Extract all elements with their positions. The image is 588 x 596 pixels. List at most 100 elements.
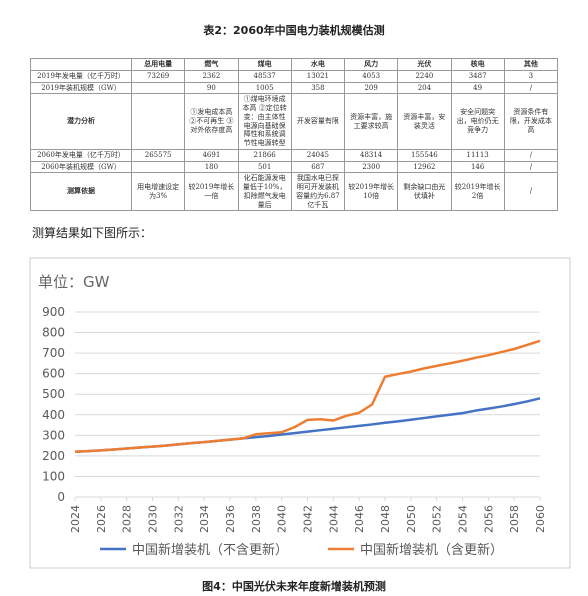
x-tick-label: 2026 xyxy=(95,505,108,533)
x-tick-label: 2054 xyxy=(457,505,470,533)
table-cell xyxy=(130,160,186,174)
table-cell: 开发容量有限 xyxy=(290,93,346,150)
x-tick-label: 2036 xyxy=(224,505,237,533)
x-tick-label: 2030 xyxy=(147,505,160,533)
table-cell: 化石能源发电量低于10%，扣除燃气发电量后 xyxy=(237,172,292,212)
table-row: 潜力分析 ①发电成本高 ②不可再生 ③对外依存度高 ①煤电环境成本高 ②定位转变：由… xyxy=(30,93,559,150)
x-tick-label: 2048 xyxy=(379,505,392,533)
row-header: 测算依据 xyxy=(30,172,132,212)
table-cell: 安全问题突出，电价仍无竞争力 xyxy=(450,93,505,150)
table-cell: 2362 xyxy=(184,69,239,83)
column-header: 其他 xyxy=(503,58,559,71)
y-tick-label: 700 xyxy=(42,346,65,360)
x-tick-label: 2034 xyxy=(198,505,211,533)
table-cell: ①发电成本高 ②不可再生 ③对外依存度高 xyxy=(184,93,239,150)
row-header: 2019年发电量（亿千万时） xyxy=(30,69,132,83)
table-cell: 4691 xyxy=(184,148,239,162)
table-cell: 73269 xyxy=(130,69,186,83)
y-tick-label: 900 xyxy=(42,305,65,319)
table-cell: 资源条件有限，开发成本高 xyxy=(503,93,559,150)
x-tick-label: 2032 xyxy=(172,505,185,533)
table-cell: 2240 xyxy=(397,69,452,83)
table-cell: 较2019年增长2倍 xyxy=(450,172,505,212)
table-cell: 24045 xyxy=(290,148,346,162)
table-cell: / xyxy=(503,172,559,212)
table-cell: 4053 xyxy=(343,69,399,83)
table-cell: 3 xyxy=(503,69,559,83)
figure-caption: 图4：中国光伏未来年度新增装机预测 xyxy=(202,580,386,593)
table-cell: 209 xyxy=(343,81,399,95)
table-cell: 21866 xyxy=(237,148,292,162)
x-tick-label: 2060 xyxy=(534,505,547,533)
table-cell: 358 xyxy=(290,81,346,95)
x-tick-label: 2058 xyxy=(508,505,521,533)
table-cell: 用电增速设定为3% xyxy=(130,172,186,212)
table-cell: 资源丰富，安装灵活 xyxy=(397,93,452,150)
legend-label: 中国新增装机（不含更新） xyxy=(132,542,288,558)
x-tick-label: 2046 xyxy=(353,505,366,533)
table-caption: 表2：2060年中国电力装机规模估测 xyxy=(203,24,385,37)
table-cell: 501 xyxy=(237,160,292,174)
column-header xyxy=(30,58,132,71)
table-cell: / xyxy=(503,81,559,95)
table-cell: 资源丰富，施工要求较高 xyxy=(343,93,399,150)
table-row: 2019年装机规模（GW） 90 1005 358 209 204 49/ xyxy=(30,81,559,95)
table-cell: 265575 xyxy=(130,148,186,162)
table-cell: 48314 xyxy=(343,148,399,162)
table-cell: / xyxy=(503,148,559,162)
x-tick-label: 2052 xyxy=(431,505,444,533)
table-cell: 2300 xyxy=(343,160,399,174)
table-cell: 204 xyxy=(397,81,452,95)
table-row: 2019年发电量（亿千万时） 73269 2362 48537 13021 4053 224… xyxy=(30,69,559,83)
table-cell: 180 xyxy=(184,160,239,174)
column-header: 核电 xyxy=(450,58,505,71)
table-cell: / xyxy=(503,160,559,174)
y-tick-label: 100 xyxy=(42,469,65,483)
column-header: 风力 xyxy=(343,58,399,71)
x-tick-label: 2038 xyxy=(250,505,263,533)
column-header: 光伏 xyxy=(397,58,452,71)
y-tick-label: 200 xyxy=(42,449,65,463)
table-cell: ①煤电环境成本高 ②定位转变：由主体性电源向基础保障性和系统调节性电源转型 xyxy=(237,93,292,150)
column-header: 煤电 xyxy=(237,58,292,71)
y-tick-label: 800 xyxy=(42,326,65,340)
column-header: 总用电量 xyxy=(130,58,186,71)
chart: 单位：GW 0 100 200 300 400 500 600 700 800 900 2024 20… xyxy=(29,257,571,569)
row-header: 2060年装机规模（GW） xyxy=(30,160,132,174)
table-row: 测算依据 用电增速设定为3% 较2019年增长一倍 化石能源发电量低于10%，扣除燃气… xyxy=(30,172,559,212)
y-tick-label: 400 xyxy=(42,408,65,422)
row-header: 2019年装机规模（GW） xyxy=(30,81,132,95)
column-header: 水电 xyxy=(290,58,346,71)
table-row: 2060年发电量（亿千万时） 265575 4691 21866 24045 48314 1… xyxy=(30,148,559,162)
table-cell xyxy=(130,93,186,150)
table-cell: 11113 xyxy=(450,148,505,162)
column-header: 燃气 xyxy=(184,58,239,71)
table-cell: 剩余缺口由光伏填补 xyxy=(397,172,452,212)
table-cell: 我国水电已探明可开发装机容量约为6.87亿千瓦 xyxy=(290,172,346,212)
y-axis-label: 单位：GW xyxy=(38,273,110,291)
y-tick-label: 0 xyxy=(57,490,65,504)
row-header: 2060年发电量（亿千万时） xyxy=(30,148,132,162)
table-cell: 3487 xyxy=(450,69,505,83)
table-cell: 155546 xyxy=(397,148,452,162)
x-tick-label: 2040 xyxy=(276,505,289,533)
table-cell: 13021 xyxy=(290,69,346,83)
table-cell: 687 xyxy=(290,160,346,174)
chart-border xyxy=(29,257,571,569)
table-cell xyxy=(130,81,186,95)
table-cell: 146 xyxy=(450,160,505,174)
y-tick-label: 300 xyxy=(42,428,65,442)
y-tick-label: 500 xyxy=(42,387,65,401)
table-row: 2060年装机规模（GW） 180 501 687 2300 12962 146/ xyxy=(30,160,559,174)
data-table: 总用电量 燃气 煤电 水电 风力 光伏 核电 其他 2019年发电量（亿千万时） 73269 236… xyxy=(30,58,559,212)
table-cell: 49 xyxy=(450,81,505,95)
x-tick-label: 2024 xyxy=(69,505,82,533)
table-cell: 1005 xyxy=(237,81,292,95)
x-tick-label: 2056 xyxy=(482,505,495,533)
header-row: 总用电量 燃气 煤电 水电 风力 光伏 核电 其他 xyxy=(30,58,559,71)
table-cell: 90 xyxy=(184,81,239,95)
table-cell: 12962 xyxy=(397,160,452,174)
table-cell: 48537 xyxy=(237,69,292,83)
x-tick-label: 2050 xyxy=(405,505,418,533)
